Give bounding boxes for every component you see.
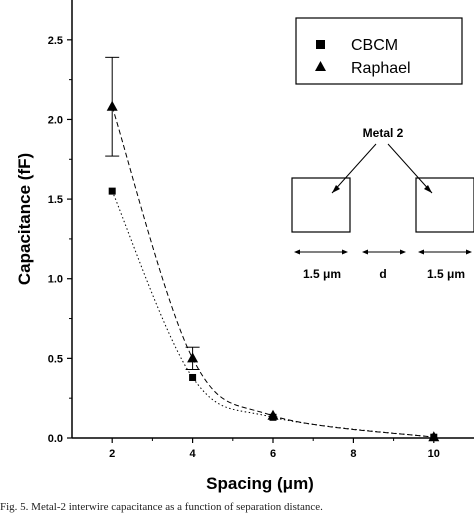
y-tick-label-5: 2.5 bbox=[48, 35, 63, 47]
y-tick-label-1: 0.5 bbox=[48, 353, 63, 365]
y-tick-label-2: 1.0 bbox=[48, 274, 63, 286]
legend: CBCM Raphael bbox=[295, 17, 463, 85]
inset-diagram: Metal 2 1.5 μm d 1.5 μm bbox=[291, 126, 474, 281]
inset-pointer-left bbox=[331, 143, 377, 194]
inset-wire-right bbox=[415, 177, 474, 233]
point-raphael-x2 bbox=[106, 100, 118, 111]
point-cbcm-x4 bbox=[189, 373, 197, 381]
x-tick-label-4: 4 bbox=[190, 448, 197, 460]
inset-pointer-right-head bbox=[424, 185, 432, 193]
inset-wire-left bbox=[291, 177, 351, 233]
fit-curve-cbcm bbox=[111, 190, 434, 438]
x-axis-title: Spacing (μm) bbox=[206, 474, 314, 493]
legend-marker-raphael bbox=[315, 61, 326, 71]
x-tick-label-10: 10 bbox=[428, 448, 440, 460]
y-tick-label-3: 1.5 bbox=[48, 194, 63, 206]
fit-curves bbox=[111, 106, 434, 438]
inset-dimension-arrows bbox=[294, 249, 472, 255]
inset-metal-label: Metal 2 bbox=[363, 126, 404, 140]
inset-width-left: 1.5 μm bbox=[303, 267, 341, 281]
x-tick-label-8: 8 bbox=[350, 448, 356, 460]
x-tick-label-6: 6 bbox=[270, 448, 276, 460]
y-tick-label-0: 0.0 bbox=[48, 433, 63, 445]
inset-spacing-d: d bbox=[379, 267, 386, 281]
point-cbcm-x2 bbox=[108, 187, 116, 195]
legend-label-raphael: Raphael bbox=[351, 60, 411, 77]
data-points bbox=[106, 100, 440, 442]
inset-width-right: 1.5 μm bbox=[427, 267, 465, 281]
legend-marker-cbcm bbox=[316, 40, 325, 49]
x-tick-label-2: 2 bbox=[109, 448, 115, 460]
point-raphael-x4 bbox=[187, 352, 199, 363]
legend-label-cbcm: CBCM bbox=[351, 37, 398, 54]
legend-box bbox=[295, 17, 463, 85]
point-raphael-x6 bbox=[267, 409, 279, 420]
y-tick-label-4: 2.0 bbox=[48, 114, 63, 126]
inset-pointer-left-head bbox=[332, 185, 340, 193]
y-axis-title: Capacitance (fF) bbox=[15, 153, 34, 285]
figure-caption: Fig. 5. Metal-2 interwire capacitance as… bbox=[0, 501, 323, 513]
fit-curve-raphael bbox=[111, 106, 434, 438]
inset-pointer-right bbox=[387, 143, 433, 194]
error-bars bbox=[105, 56, 200, 371]
axis-ticks: 2 4 6 8 10 0.0 0.5 1.0 1.5 2.0 2.5 bbox=[48, 35, 440, 460]
